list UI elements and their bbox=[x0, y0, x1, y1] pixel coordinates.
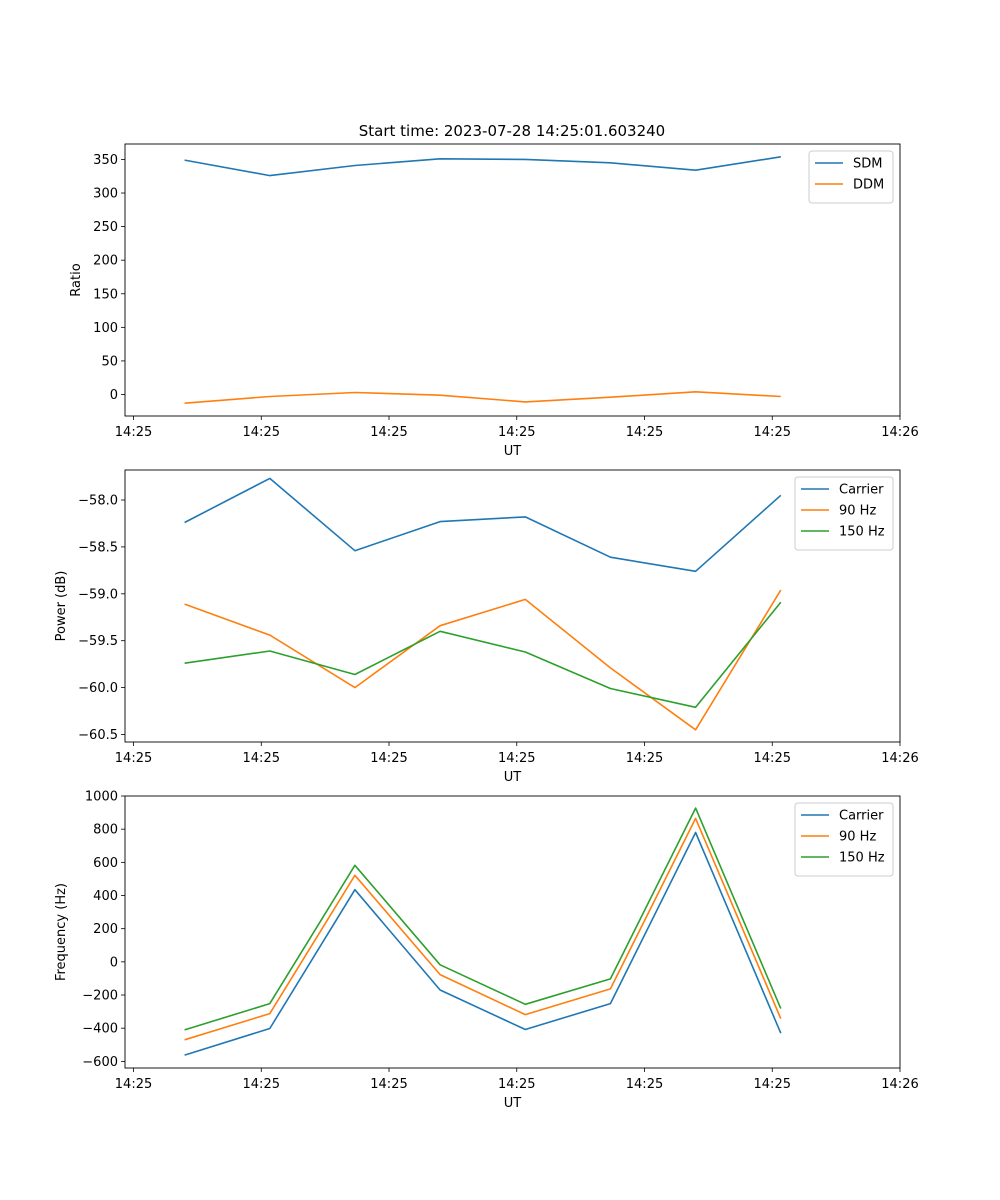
legend-label: 150 Hz bbox=[839, 525, 885, 540]
legend: Carrier 90 Hz 150 Hz bbox=[794, 476, 894, 551]
x-tick-label: 14:25 bbox=[626, 751, 663, 766]
x-tick-label: 14:25 bbox=[626, 425, 663, 440]
x-tick-label: 14:25 bbox=[754, 425, 791, 440]
y-tick-label: −400 bbox=[82, 1022, 118, 1037]
y-tick-label: 50 bbox=[101, 354, 118, 369]
y-tick-label: 800 bbox=[93, 823, 118, 838]
x-tick-label: 14:25 bbox=[370, 751, 407, 766]
plot-frame bbox=[124, 469, 901, 743]
y-tick-label: 1000 bbox=[85, 790, 118, 805]
legend: Carrier 90 Hz 150 Hz bbox=[794, 802, 894, 877]
y-tick-label: 400 bbox=[93, 889, 118, 904]
plot-frame bbox=[124, 143, 901, 417]
x-axis-label: UT bbox=[504, 1096, 522, 1111]
x-tick-label: 14:25 bbox=[370, 425, 407, 440]
x-tick-label: 14:25 bbox=[115, 425, 152, 440]
x-tick-label: 14:25 bbox=[754, 751, 791, 766]
x-tick-label: 14:25 bbox=[498, 425, 535, 440]
series-line-carrier bbox=[184, 477, 782, 573]
x-tick-label: 14:26 bbox=[881, 1077, 918, 1092]
y-tick-label: −58.5 bbox=[78, 540, 118, 555]
x-tick-label: 14:25 bbox=[243, 1077, 280, 1092]
series-line-150-hz bbox=[184, 807, 782, 1031]
legend-box bbox=[808, 150, 894, 204]
x-axis-label: UT bbox=[504, 444, 522, 459]
y-tick-label: 600 bbox=[93, 856, 118, 871]
legend-label: 90 Hz bbox=[839, 830, 876, 845]
legend-label: 150 Hz bbox=[839, 851, 885, 866]
x-tick-label: 14:25 bbox=[498, 1077, 535, 1092]
y-tick-label: 200 bbox=[93, 254, 118, 269]
y-tick-label: −60.0 bbox=[78, 681, 118, 696]
y-tick-label: −200 bbox=[82, 989, 118, 1004]
legend-label: Carrier bbox=[839, 809, 884, 824]
x-tick-label: 14:25 bbox=[243, 425, 280, 440]
y-tick-label: −59.0 bbox=[78, 587, 118, 602]
y-tick-label: 350 bbox=[93, 153, 118, 168]
y-tick-label: −59.5 bbox=[78, 634, 118, 649]
x-tick-label: 14:25 bbox=[626, 1077, 663, 1092]
y-axis-label: Power (dB) bbox=[54, 571, 69, 642]
x-tick-label: 14:25 bbox=[115, 751, 152, 766]
x-axis-label: UT bbox=[504, 770, 522, 785]
y-tick-label: 0 bbox=[110, 955, 118, 970]
series-line-sdm bbox=[184, 156, 781, 177]
y-tick-label: −58.0 bbox=[78, 494, 118, 509]
x-tick-label: 14:25 bbox=[498, 751, 535, 766]
legend-label: SDM bbox=[853, 157, 882, 172]
y-tick-label: −60.5 bbox=[78, 728, 118, 743]
legend-label: DDM bbox=[853, 178, 884, 193]
series-line-150-hz bbox=[184, 601, 782, 709]
legend-label: 90 Hz bbox=[839, 504, 876, 519]
x-tick-label: 14:25 bbox=[370, 1077, 407, 1092]
y-axis-label: Frequency (Hz) bbox=[54, 883, 69, 981]
y-tick-label: 100 bbox=[93, 321, 118, 336]
series-line-ddm bbox=[184, 390, 781, 404]
series-line-carrier bbox=[184, 831, 782, 1056]
y-axis-label: Ratio bbox=[69, 263, 84, 296]
x-tick-label: 14:26 bbox=[881, 425, 918, 440]
x-tick-label: 14:26 bbox=[881, 751, 918, 766]
y-tick-label: 0 bbox=[110, 388, 118, 403]
y-tick-label: 200 bbox=[93, 922, 118, 937]
x-tick-label: 14:25 bbox=[115, 1077, 152, 1092]
y-tick-label: 300 bbox=[93, 187, 118, 202]
panels: 14:25 14:25 14:25 14:25 14:25 14:25 14:26 0 50 10… bbox=[54, 143, 919, 1112]
x-tick-label: 14:25 bbox=[243, 751, 280, 766]
chart-panel-1: 14:25 14:25 14:25 14:25 14:25 14:25 14:26 0 50 10… bbox=[69, 143, 919, 459]
y-tick-label: −600 bbox=[82, 1055, 118, 1070]
series-line-90-hz bbox=[184, 817, 782, 1041]
series-line-90-hz bbox=[184, 589, 782, 731]
chart-panel-2: 14:25 14:25 14:25 14:25 14:25 14:25 14:26 −60.5… bbox=[54, 469, 919, 785]
plot-frame bbox=[124, 795, 901, 1069]
legend-label: Carrier bbox=[839, 483, 884, 498]
chart-panel-3: 14:25 14:25 14:25 14:25 14:25 14:25 14:26 −600 −… bbox=[54, 790, 919, 1112]
y-tick-label: 150 bbox=[93, 287, 118, 302]
y-tick-label: 250 bbox=[93, 220, 118, 235]
legend: SDM DDM bbox=[808, 150, 894, 204]
x-tick-label: 14:25 bbox=[754, 1077, 791, 1092]
figure-title: Start time: 2023-07-28 14:25:01.603240 bbox=[359, 122, 665, 140]
